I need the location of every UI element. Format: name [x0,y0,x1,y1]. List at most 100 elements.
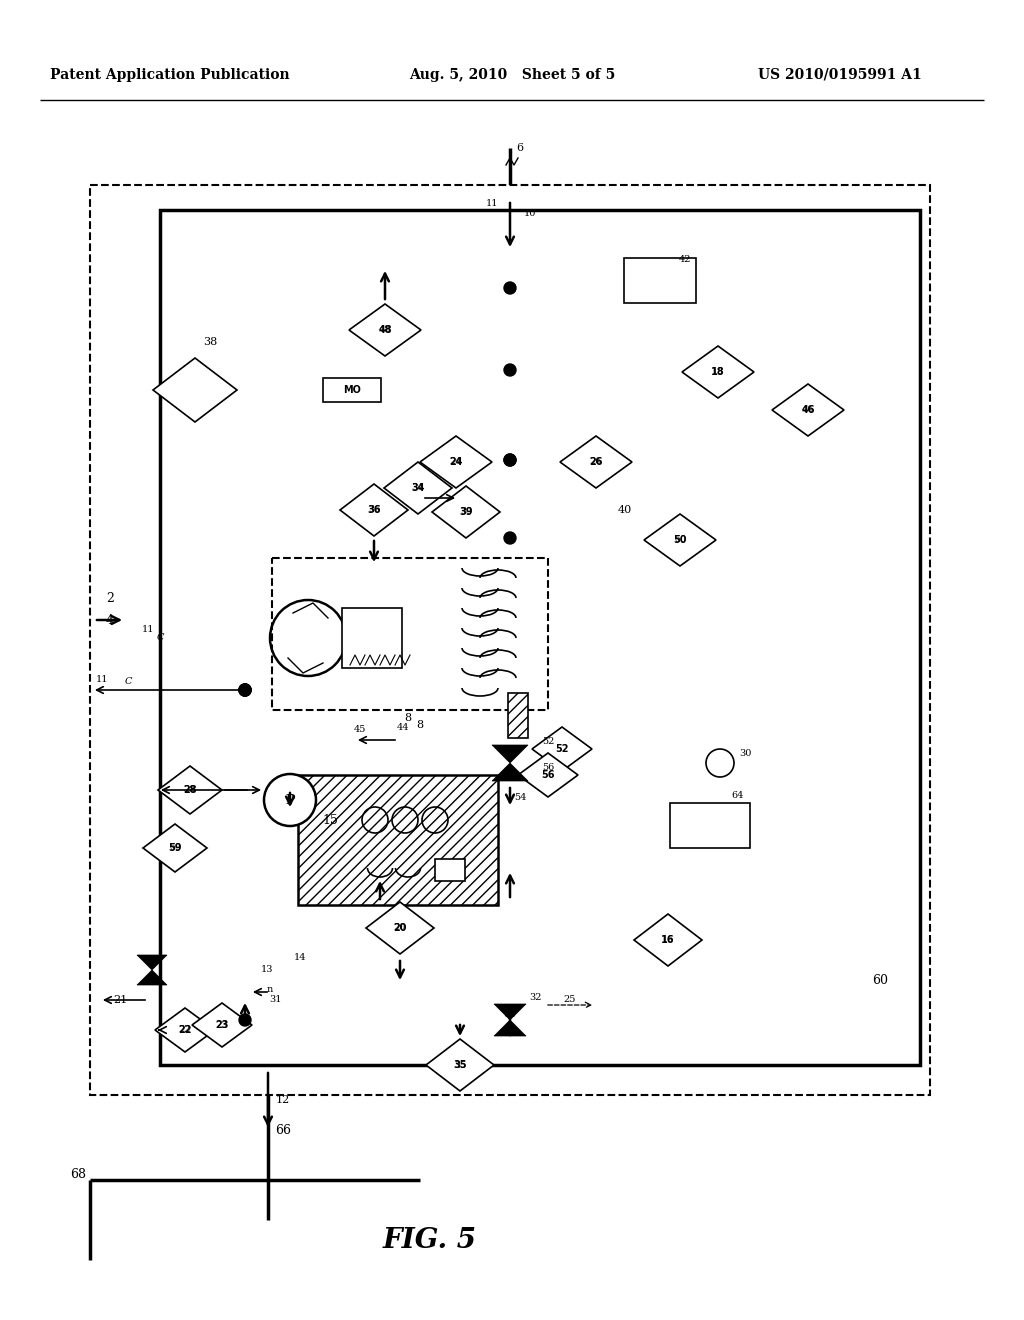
Text: 22: 22 [179,1026,191,1035]
Text: 39: 39 [460,507,472,516]
Bar [435,859,465,880]
Bar [508,693,528,738]
Text: 22: 22 [178,1026,191,1035]
Text: 8: 8 [404,713,412,723]
Text: 25: 25 [564,995,577,1005]
Bar [160,210,920,1065]
Text: 31: 31 [268,995,282,1005]
Polygon shape [492,763,528,781]
Bar [342,609,402,668]
Text: 28: 28 [184,785,197,795]
Polygon shape [340,484,408,536]
Text: 46: 46 [802,405,814,414]
Polygon shape [420,436,492,488]
Text: 56: 56 [542,770,555,780]
Polygon shape [193,1003,252,1047]
Bar [670,803,750,847]
Text: 34: 34 [412,483,424,492]
Text: P: P [286,793,295,807]
Text: 42: 42 [679,256,691,264]
Circle shape [504,454,516,466]
Text: 35: 35 [454,1060,467,1071]
Text: 59: 59 [168,843,181,853]
Polygon shape [634,913,702,966]
Text: 52: 52 [555,744,568,754]
Text: 11: 11 [141,626,155,635]
Text: 15: 15 [323,813,338,826]
Polygon shape [492,744,528,763]
Text: 6: 6 [516,143,523,153]
Bar [624,257,696,302]
Polygon shape [532,727,592,771]
Text: 50: 50 [673,535,687,545]
Circle shape [239,684,251,696]
Text: 44: 44 [396,723,410,733]
Circle shape [264,774,316,826]
Text: C: C [157,634,164,643]
Polygon shape [384,462,452,513]
Text: 14: 14 [294,953,306,962]
Text: 11: 11 [96,676,109,685]
Text: US 2010/0195991 A1: US 2010/0195991 A1 [758,69,922,82]
Text: 50: 50 [674,536,686,544]
Text: 34: 34 [412,483,425,492]
Bar [90,185,930,1096]
Bar [298,775,498,906]
Circle shape [504,364,516,376]
Circle shape [504,454,516,466]
Text: Aug. 5, 2010   Sheet 5 of 5: Aug. 5, 2010 Sheet 5 of 5 [409,69,615,82]
Text: 68: 68 [70,1168,86,1181]
Polygon shape [772,384,844,436]
Text: 4: 4 [106,614,114,627]
Polygon shape [366,902,434,954]
Text: 30: 30 [738,748,752,758]
Text: 12: 12 [275,1096,290,1105]
Text: 38: 38 [203,337,217,347]
Text: 18: 18 [712,367,725,378]
Text: 26: 26 [589,457,603,467]
Text: 28: 28 [183,785,197,795]
Text: 46: 46 [801,405,815,414]
Polygon shape [494,1005,526,1020]
Polygon shape [518,752,578,797]
Text: 23: 23 [216,1020,228,1030]
Text: 18: 18 [712,367,724,376]
Text: 13: 13 [261,965,273,974]
Text: 11: 11 [485,199,499,209]
Text: 40: 40 [617,506,632,515]
Text: 52: 52 [542,737,554,746]
Text: 8: 8 [417,719,424,730]
Text: 24: 24 [450,457,463,467]
Text: 36: 36 [368,506,381,515]
Text: n: n [267,986,273,994]
Text: 54: 54 [514,793,526,803]
Polygon shape [153,358,237,422]
Circle shape [239,1014,251,1026]
Text: 39: 39 [459,507,473,517]
Text: 48: 48 [378,325,392,335]
Text: 20: 20 [394,924,407,932]
Text: MO: MO [343,385,360,395]
Text: 20: 20 [393,923,407,933]
Text: 36: 36 [368,506,380,515]
Text: 59: 59 [169,843,181,853]
Circle shape [504,282,516,294]
Text: 16: 16 [662,935,675,945]
Circle shape [239,684,251,696]
Text: 60: 60 [872,974,888,986]
Text: 48: 48 [379,326,391,334]
Text: 16: 16 [662,936,674,945]
Bar [272,558,548,710]
Polygon shape [682,346,754,399]
Polygon shape [137,970,167,985]
Polygon shape [432,486,500,539]
Polygon shape [426,1039,494,1092]
Circle shape [239,684,251,696]
Text: FIG. 5: FIG. 5 [383,1226,477,1254]
Text: 35: 35 [454,1060,466,1069]
Text: 64: 64 [732,791,744,800]
Circle shape [239,684,251,696]
Text: C: C [124,677,132,686]
Bar [323,378,381,403]
Text: 32: 32 [528,994,542,1002]
